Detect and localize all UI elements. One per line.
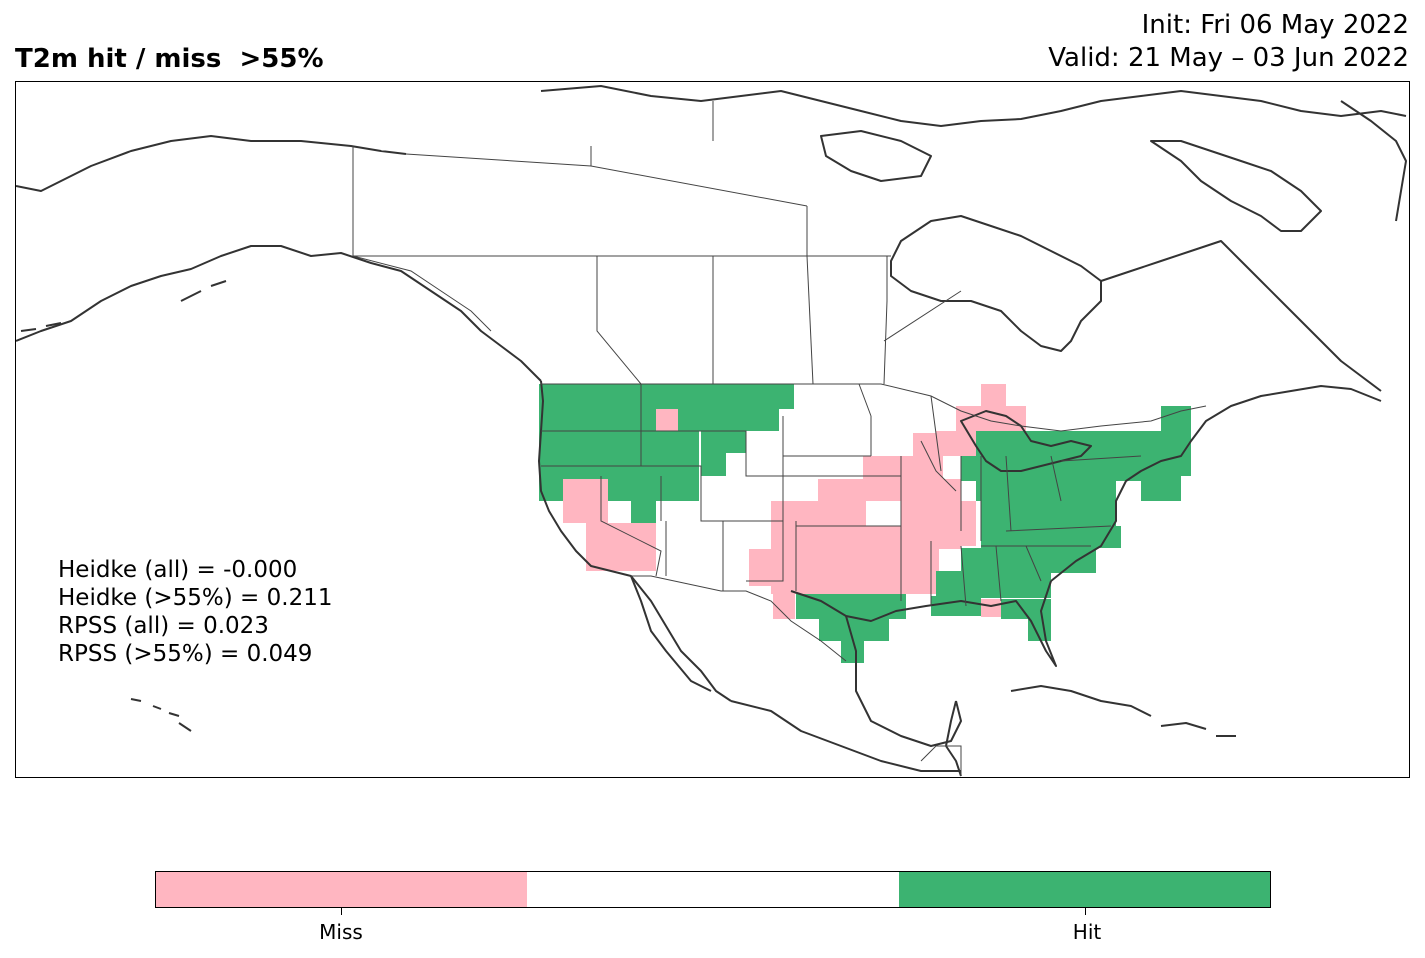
miss-cell: [863, 456, 943, 479]
heidke-all: Heidke (all) = -0.000: [58, 557, 298, 583]
cuba: [1010, 685, 1152, 717]
hit-cell: [976, 481, 1116, 501]
miss-cell: [749, 571, 794, 586]
arctic-islands: [540, 85, 1407, 127]
colorbar-neutral-segment: [527, 872, 899, 907]
mexico-gulf: [845, 615, 962, 747]
miss-cell: [941, 501, 976, 546]
greenland: [1340, 100, 1407, 222]
miss-cell: [771, 501, 866, 526]
miss-cell: [749, 549, 939, 574]
hit-cell: [976, 431, 1071, 456]
labrador-coast: [1100, 240, 1382, 392]
map-frame: [15, 81, 1410, 778]
colorbar-hit-segment: [898, 872, 1270, 907]
rpss-55: RPSS (>55%) = 0.049: [58, 641, 313, 667]
miss-cell: [586, 523, 656, 571]
alaska-canada-border: [352, 146, 492, 332]
rpss-all: RPSS (all) = 0.023: [58, 613, 269, 639]
hit-cell: [701, 453, 726, 476]
colorbar-label-miss: Miss: [319, 920, 363, 944]
hit-cell: [539, 384, 794, 409]
map-canvas: [16, 85, 1407, 777]
hawaii: [130, 698, 192, 732]
miss-cell: [656, 409, 678, 431]
gulf-coast: [790, 580, 1057, 667]
guatemala-border: [920, 745, 962, 776]
hit-cell: [841, 641, 864, 663]
hit-miss-grid: [539, 384, 1191, 663]
aleutian-chain: [20, 280, 227, 332]
miss-cell: [773, 594, 795, 619]
baja: [630, 575, 712, 692]
political-borders: [352, 101, 1207, 776]
hit-cell: [961, 573, 1051, 598]
coastlines: [16, 85, 1407, 777]
us-canada-border: [541, 383, 1207, 432]
colorbar-label-hit: Hit: [1072, 920, 1102, 944]
colorbar-tick-hit: [1085, 908, 1086, 915]
pacific-coast: [538, 380, 732, 702]
atlantic-coast: [1050, 385, 1382, 582]
valid-period: Valid: 21 May – 03 Jun 2022: [1048, 43, 1409, 73]
miss-cell: [771, 574, 936, 594]
alaska-south-coast: [16, 245, 542, 382]
hit-cell: [1141, 456, 1181, 501]
hit-cell: [539, 431, 699, 466]
hudson-bay: [890, 215, 1102, 352]
hit-cell: [701, 431, 746, 453]
init-date: Init: Fri 06 May 2022: [1141, 10, 1409, 40]
colorbar-miss-segment: [156, 872, 528, 907]
great-lakes: [960, 410, 1092, 472]
hit-cell: [1001, 599, 1051, 619]
us-mexico-border: [631, 575, 847, 662]
heidke-55: Heidke (>55%) = 0.211: [58, 585, 333, 611]
miss-cell: [771, 526, 911, 551]
hit-cell: [631, 501, 656, 523]
skill-scores: Heidke (all) = -0.000 Heidke (>55%) = 0.…: [58, 556, 332, 668]
mexico-pacific: [730, 700, 961, 772]
hit-cell: [931, 596, 981, 616]
map-title: T2m hit / miss >55%: [15, 44, 324, 74]
hit-cell: [819, 619, 889, 641]
baffin-island: [1150, 140, 1322, 232]
hit-cell: [609, 476, 699, 501]
alaska-coast: [16, 135, 407, 192]
canada-provinces: [353, 101, 962, 385]
hit-cell: [981, 526, 1121, 548]
victoria-island: [820, 130, 932, 182]
hit-cell: [981, 501, 1116, 526]
miss-cell: [981, 384, 1006, 406]
colorbar-tick-miss: [341, 908, 342, 915]
hispaniola: [1160, 722, 1207, 730]
us-states: [541, 383, 1142, 607]
miss-cell: [818, 479, 903, 501]
colorbar: [155, 871, 1271, 908]
